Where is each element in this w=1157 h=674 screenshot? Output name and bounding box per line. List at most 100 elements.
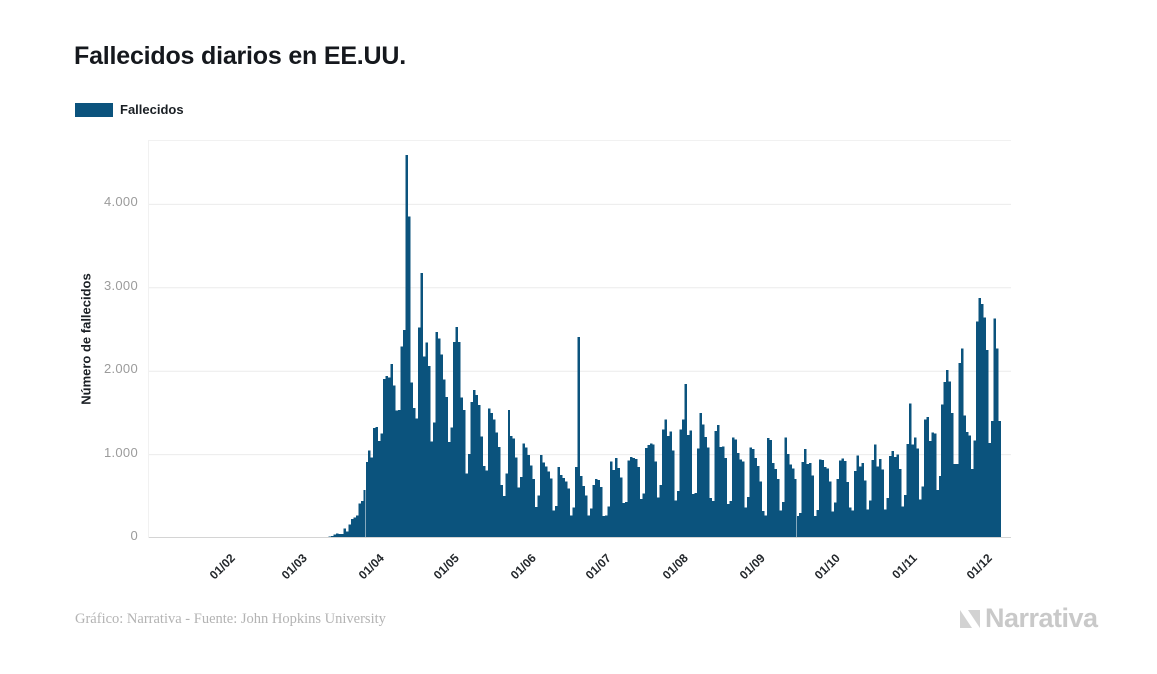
bar xyxy=(485,470,488,538)
bar xyxy=(694,492,698,538)
bar xyxy=(380,433,384,538)
bar xyxy=(395,410,399,538)
bar xyxy=(819,459,822,538)
bar xyxy=(388,377,391,538)
bar xyxy=(771,462,775,538)
bar xyxy=(530,465,533,538)
bar xyxy=(913,437,917,538)
chart-title: Fallecidos diarios en EE.UU. xyxy=(74,42,406,70)
bar xyxy=(617,467,620,538)
bar xyxy=(903,494,907,538)
bar xyxy=(881,469,884,538)
bar xyxy=(878,459,882,538)
bar xyxy=(736,453,740,538)
bar xyxy=(510,436,513,538)
bar xyxy=(410,382,414,538)
bar xyxy=(669,431,673,538)
bar xyxy=(844,461,847,538)
bar xyxy=(525,447,528,538)
bar xyxy=(537,495,541,538)
bar xyxy=(801,462,805,538)
bar xyxy=(714,430,718,538)
bar xyxy=(532,478,536,538)
bar xyxy=(689,430,693,538)
bar xyxy=(918,499,922,538)
bar xyxy=(570,515,573,538)
bar xyxy=(423,356,426,538)
bar xyxy=(350,519,354,538)
bar xyxy=(814,515,817,538)
bar xyxy=(340,534,344,538)
bar xyxy=(437,338,441,538)
bar xyxy=(941,404,944,538)
bar xyxy=(634,458,638,538)
bar xyxy=(378,440,381,538)
bar xyxy=(926,417,929,538)
bar xyxy=(821,460,825,538)
bar xyxy=(836,478,840,538)
bar xyxy=(911,444,914,538)
bar xyxy=(420,272,424,538)
bar xyxy=(400,346,404,538)
bar xyxy=(355,515,359,538)
bar xyxy=(856,455,860,538)
bar xyxy=(921,486,924,538)
bar xyxy=(575,467,578,538)
bar xyxy=(933,433,937,538)
bar xyxy=(343,528,346,538)
bar xyxy=(796,516,800,538)
bar xyxy=(403,329,406,538)
bar xyxy=(597,480,600,538)
bar xyxy=(811,475,815,538)
y-tick-label: 2.000 xyxy=(103,361,138,377)
bar xyxy=(789,464,792,538)
bar xyxy=(986,350,989,538)
bar xyxy=(647,444,650,538)
bar xyxy=(981,304,984,538)
legend: Fallecidos xyxy=(75,102,184,117)
bar xyxy=(482,465,486,538)
bar xyxy=(831,511,835,538)
bar xyxy=(512,438,516,538)
bar xyxy=(582,485,585,538)
bar xyxy=(535,506,538,538)
bar xyxy=(846,482,850,538)
bar xyxy=(804,449,807,538)
bar xyxy=(724,457,727,538)
bar xyxy=(465,473,468,538)
bar xyxy=(627,460,630,538)
bar xyxy=(472,390,476,538)
bar xyxy=(433,422,436,538)
bar xyxy=(731,437,735,538)
bar xyxy=(891,451,894,538)
bar xyxy=(333,534,336,538)
x-tick-label: 01/10 xyxy=(811,551,844,583)
bar xyxy=(370,457,374,538)
x-tick-label: 01/08 xyxy=(659,551,692,583)
bar xyxy=(996,348,999,538)
bar xyxy=(527,455,531,538)
x-tick-label: 01/09 xyxy=(737,551,769,583)
bar xyxy=(983,317,987,538)
bar xyxy=(781,502,785,538)
bar xyxy=(607,506,610,538)
bar xyxy=(956,463,959,538)
bar xyxy=(726,503,730,538)
bar xyxy=(991,420,994,538)
bar xyxy=(375,426,379,538)
bar xyxy=(699,412,703,538)
legend-label: Fallecidos xyxy=(120,102,184,117)
plot-area xyxy=(148,140,1011,538)
bar xyxy=(998,420,1002,538)
bar xyxy=(487,408,491,538)
bar xyxy=(931,432,934,538)
plot-svg xyxy=(149,155,1011,538)
bar xyxy=(764,515,767,538)
bar xyxy=(580,476,583,538)
bar xyxy=(457,341,461,538)
bar xyxy=(672,450,675,538)
bar xyxy=(854,471,857,538)
bar xyxy=(766,437,770,538)
bar xyxy=(908,403,912,538)
bar xyxy=(639,498,643,538)
